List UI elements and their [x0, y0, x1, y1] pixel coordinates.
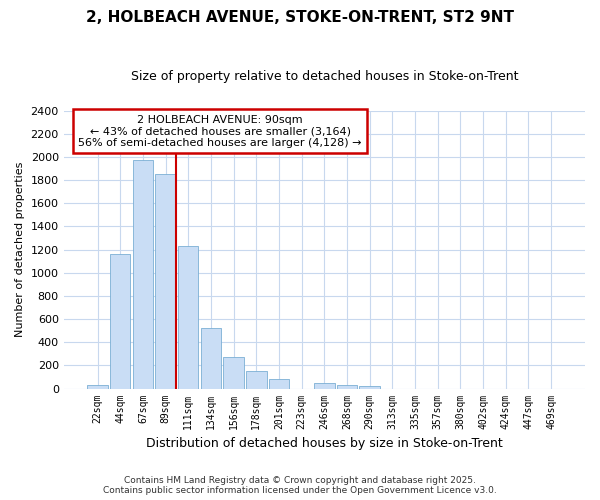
Bar [201, 328, 221, 388]
Text: Contains HM Land Registry data © Crown copyright and database right 2025.
Contai: Contains HM Land Registry data © Crown c… [103, 476, 497, 495]
Bar [133, 160, 153, 388]
Bar [110, 254, 130, 388]
Bar [178, 246, 199, 388]
Bar [314, 384, 335, 388]
Text: 2 HOLBEACH AVENUE: 90sqm
← 43% of detached houses are smaller (3,164)
56% of sem: 2 HOLBEACH AVENUE: 90sqm ← 43% of detach… [79, 114, 362, 148]
Bar [88, 385, 108, 388]
Bar [155, 174, 176, 388]
Bar [269, 378, 289, 388]
Bar [223, 356, 244, 388]
Title: Size of property relative to detached houses in Stoke-on-Trent: Size of property relative to detached ho… [131, 70, 518, 83]
Text: 2, HOLBEACH AVENUE, STOKE-ON-TRENT, ST2 9NT: 2, HOLBEACH AVENUE, STOKE-ON-TRENT, ST2 … [86, 10, 514, 25]
Bar [246, 371, 266, 388]
Y-axis label: Number of detached properties: Number of detached properties [15, 162, 25, 337]
X-axis label: Distribution of detached houses by size in Stoke-on-Trent: Distribution of detached houses by size … [146, 437, 503, 450]
Bar [359, 386, 380, 388]
Bar [337, 384, 357, 388]
